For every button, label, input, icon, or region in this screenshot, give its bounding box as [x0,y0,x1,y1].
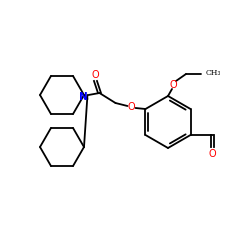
Text: O: O [169,80,177,90]
Text: O: O [128,102,135,112]
Text: N: N [79,92,88,102]
Text: O: O [92,70,99,80]
Text: O: O [209,149,216,159]
Text: CH₃: CH₃ [206,69,222,77]
